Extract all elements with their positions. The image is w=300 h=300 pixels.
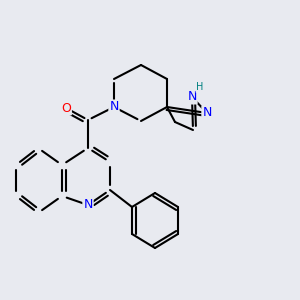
- Text: O: O: [61, 101, 71, 115]
- Text: N: N: [202, 106, 212, 119]
- Text: N: N: [83, 199, 93, 212]
- Text: N: N: [187, 91, 197, 103]
- Text: N: N: [109, 100, 119, 113]
- Text: H: H: [196, 82, 204, 92]
